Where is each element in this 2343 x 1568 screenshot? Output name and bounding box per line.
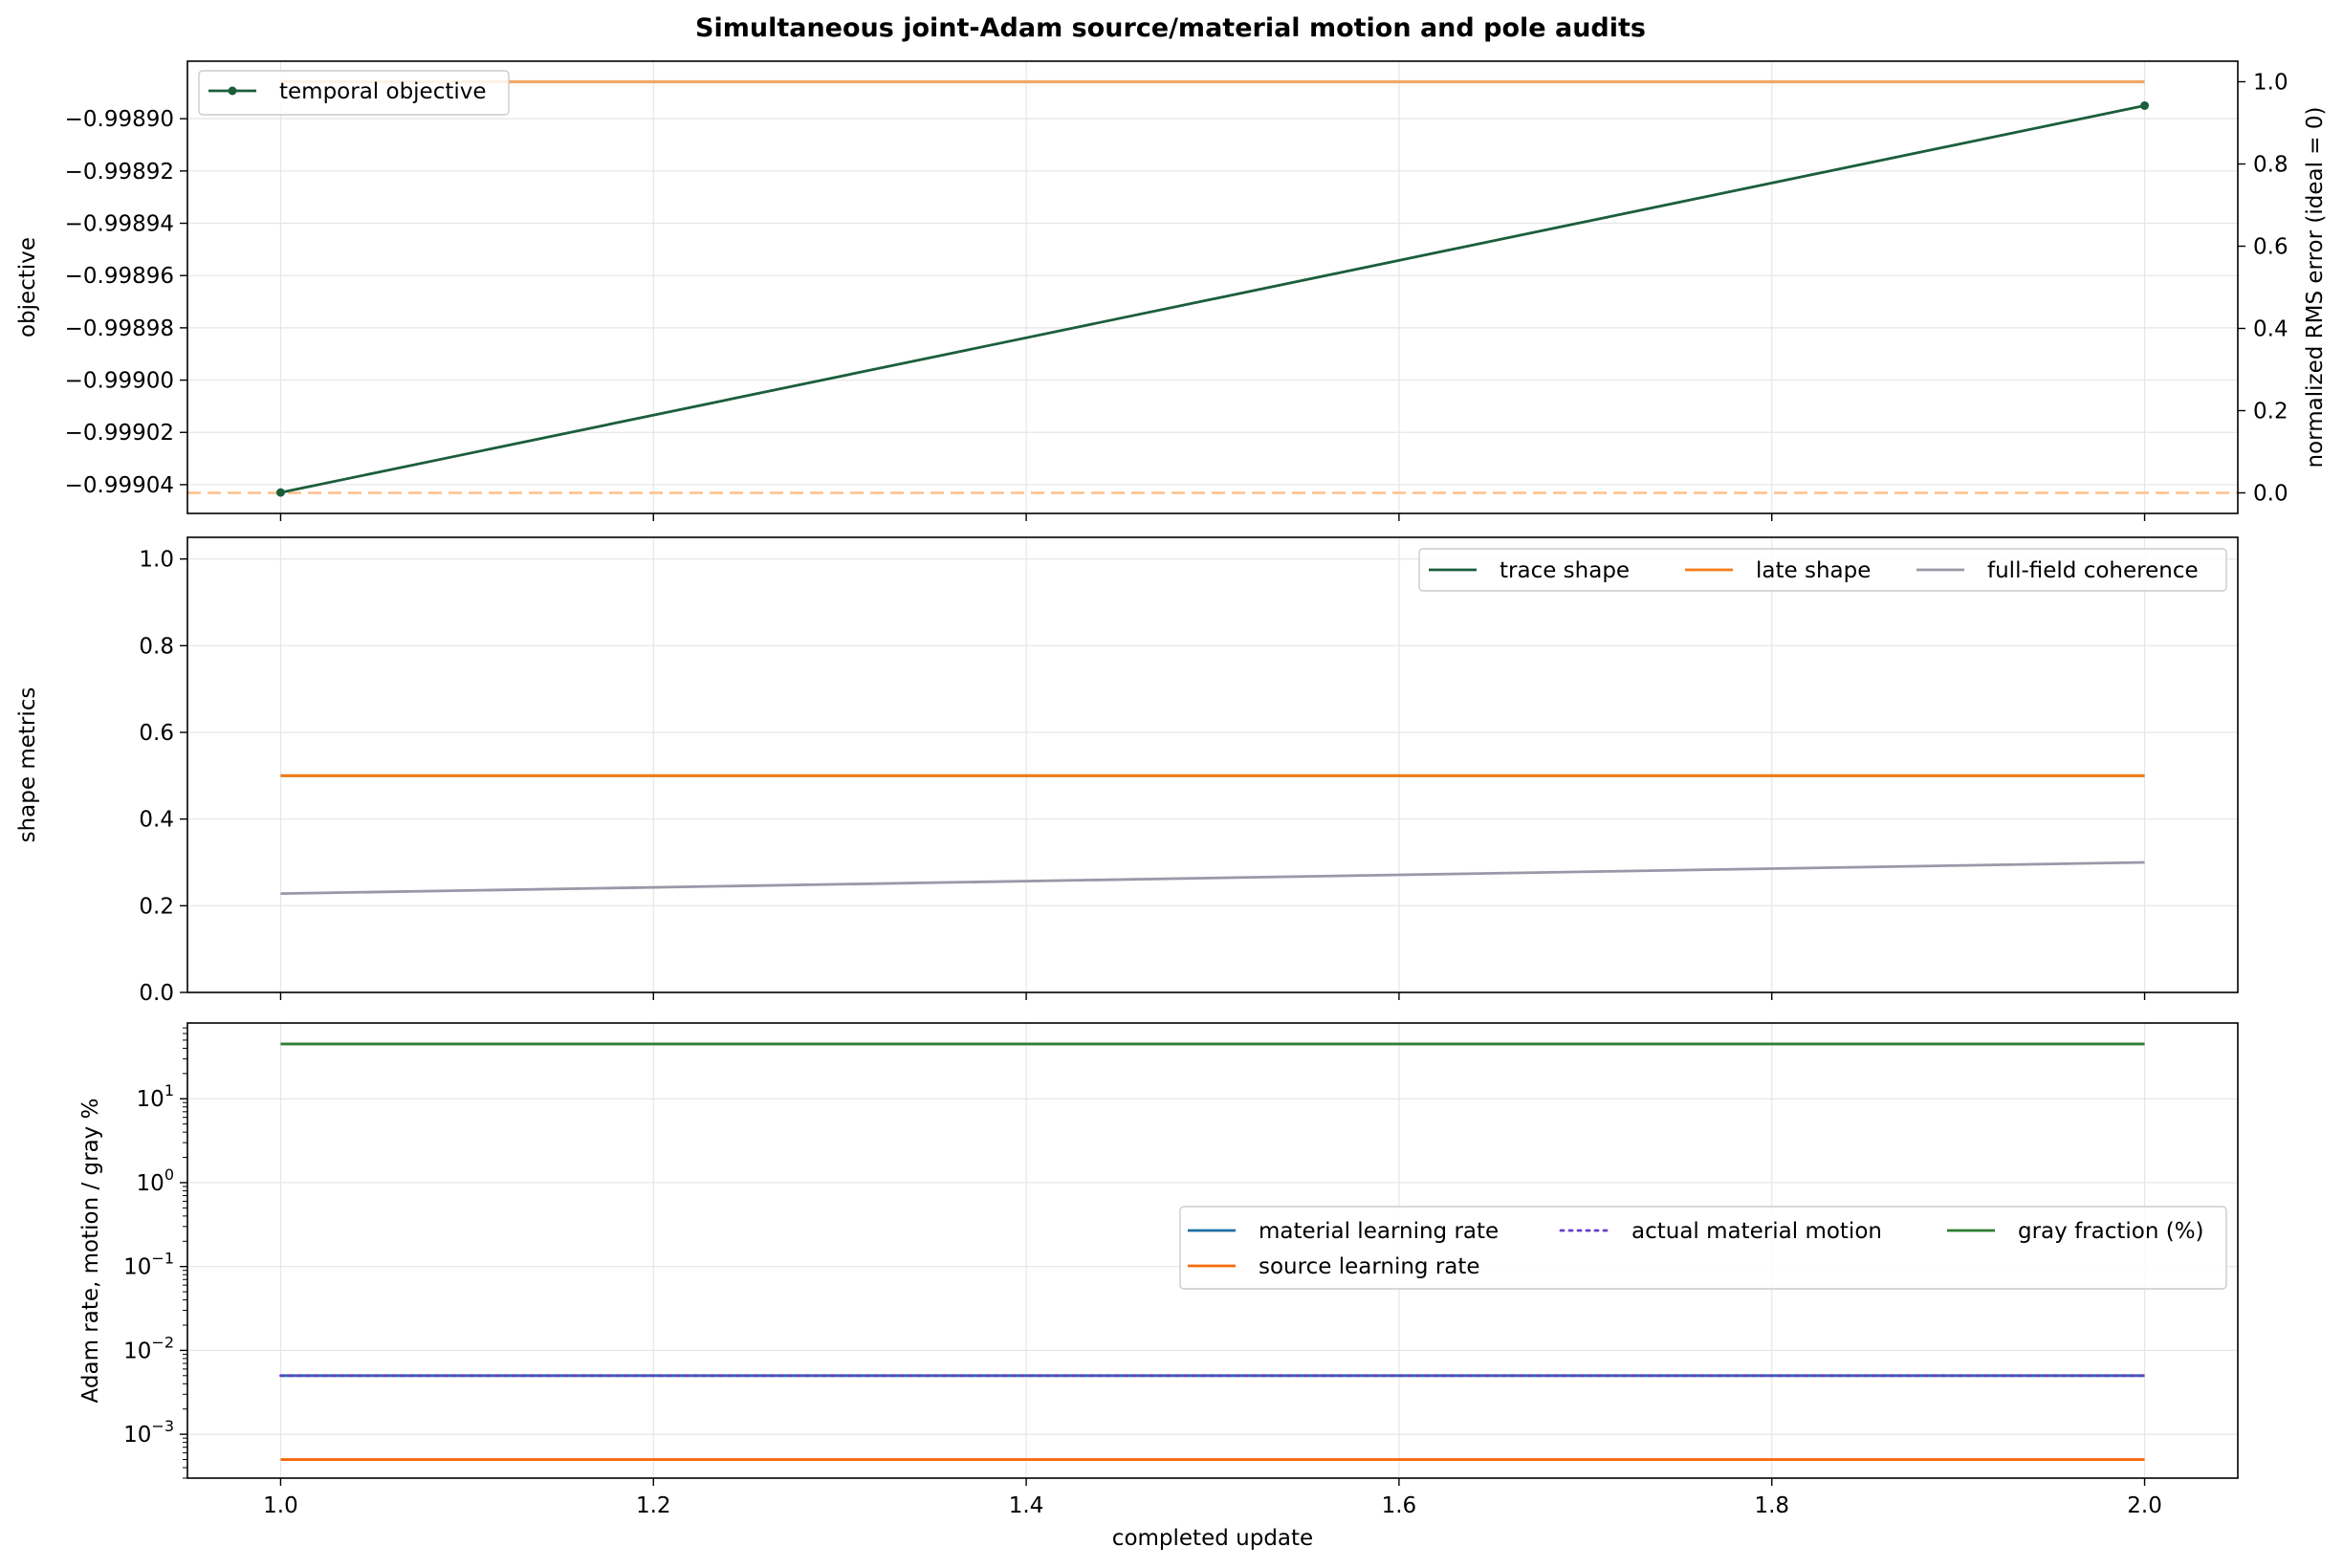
objective-series — [187, 79, 2238, 497]
legend-label: source learning rate — [1259, 1254, 1480, 1279]
objective-panel: −0.99890 −0.99892 −0.99894 −0.99896 −0.99898… — [15, 60, 2328, 521]
series-line — [280, 104, 2145, 494]
y-tick-label: 1.0 — [139, 548, 174, 573]
objective-y2label: normalized RMS error (ideal = 0) — [2303, 107, 2328, 468]
x-tick-label: 2.0 — [2127, 1493, 2162, 1518]
y-tick-label: −0.99898 — [65, 316, 174, 341]
shape-metrics-panel: 0.0 0.2 0.4 0.6 0.8 1.0 shape metrics trace s… — [15, 536, 2239, 1006]
y2-tick-label: 0.4 — [2253, 317, 2288, 342]
objective-legend: temporal objective — [198, 70, 510, 116]
shape-series — [280, 773, 2145, 896]
series-line — [280, 860, 2145, 896]
legend-box — [198, 70, 510, 116]
shape-ticks: 0.0 0.2 0.4 0.6 0.8 1.0 — [139, 548, 2146, 1006]
objective-ticks: −0.99890 −0.99892 −0.99894 −0.99896 −0.99898… — [65, 71, 2288, 521]
y-tick-base: 10 — [137, 1087, 164, 1112]
adam-plot-frame — [186, 1022, 2239, 1479]
x-tick-label: 1.2 — [636, 1493, 671, 1518]
y-tick-exponent: 1 — [164, 1081, 174, 1100]
legend-label: material learning rate — [1259, 1219, 1499, 1244]
legend-label: full-field coherence — [1987, 558, 2199, 583]
x-tick-label: 1.0 — [263, 1493, 298, 1518]
y-tick-exponent: −2 — [151, 1333, 174, 1351]
y-tick-label: −0.99894 — [65, 212, 174, 237]
y2-tick-label: 0.6 — [2253, 235, 2288, 260]
x-tick-label: 1.4 — [1009, 1493, 1044, 1518]
y-tick-label: 0.4 — [139, 808, 174, 833]
y-tick-label: 10−1 — [123, 1250, 174, 1280]
legend-marker — [228, 86, 237, 96]
x-tick-label: 1.6 — [1382, 1493, 1417, 1518]
y2-tick-label: 0.2 — [2253, 400, 2288, 425]
objective-ylabel: objective — [15, 237, 40, 338]
y2-tick-label: 1.0 — [2253, 71, 2288, 96]
adam-legend: material learning rate source learning ra… — [1179, 1206, 2227, 1290]
legend-label: late shape — [1756, 558, 1871, 583]
y-tick-label: −0.99896 — [65, 264, 174, 289]
shape-legend: trace shape late shape full-field coherenc… — [1418, 548, 2227, 592]
y-tick-label: −0.99890 — [65, 107, 174, 132]
series-point — [2140, 100, 2150, 110]
objective-plot-frame — [186, 60, 2239, 514]
adam-xlabel: completed update — [1112, 1526, 1313, 1551]
y-tick-exponent: 0 — [164, 1165, 174, 1184]
y-tick-exponent: −3 — [151, 1417, 174, 1435]
legend-label: temporal objective — [279, 79, 487, 104]
y-tick-label: 10−3 — [123, 1417, 174, 1448]
y-tick-label: 100 — [137, 1165, 174, 1196]
y-tick-label: 0.2 — [139, 894, 174, 919]
y-tick-label: 0.0 — [139, 981, 174, 1006]
y-tick-base: 10 — [137, 1171, 164, 1196]
y2-tick-label: 0.8 — [2253, 153, 2288, 178]
y-tick-label: 0.6 — [139, 721, 174, 746]
legend-box — [1179, 1206, 2227, 1290]
series-point — [275, 488, 285, 497]
shape-plot-frame — [186, 536, 2239, 993]
figure-title: Simultaneous joint-Adam source/material … — [695, 13, 1646, 43]
legend-label: gray fraction (%) — [2018, 1219, 2204, 1244]
shape-ylabel: shape metrics — [15, 687, 40, 843]
legend-label: actual material motion — [1631, 1219, 1882, 1244]
x-tick-label: 1.8 — [1754, 1493, 1789, 1518]
adam-ylabel: Adam rate, motion / gray % — [78, 1099, 103, 1404]
adam-grid — [187, 1023, 2238, 1478]
objective-grid — [187, 61, 2238, 513]
y-tick-label: −0.99904 — [65, 473, 174, 498]
y-tick-label: 101 — [137, 1081, 174, 1112]
y-tick-label: 10−2 — [123, 1333, 174, 1363]
legend-box — [1418, 548, 2227, 592]
y-tick-label: 0.8 — [139, 634, 174, 659]
y-tick-label: −0.99902 — [65, 421, 174, 446]
adam-series — [279, 1042, 2146, 1461]
y-tick-base: 10 — [123, 1339, 151, 1363]
y-tick-base: 10 — [123, 1255, 151, 1280]
y-tick-label: −0.99892 — [65, 160, 174, 185]
y-tick-exponent: −1 — [151, 1250, 174, 1268]
y-tick-base: 10 — [123, 1423, 151, 1448]
y2-tick-label: 0.0 — [2253, 482, 2288, 507]
y-tick-label: −0.99900 — [65, 369, 174, 394]
legend-label: trace shape — [1500, 558, 1630, 583]
